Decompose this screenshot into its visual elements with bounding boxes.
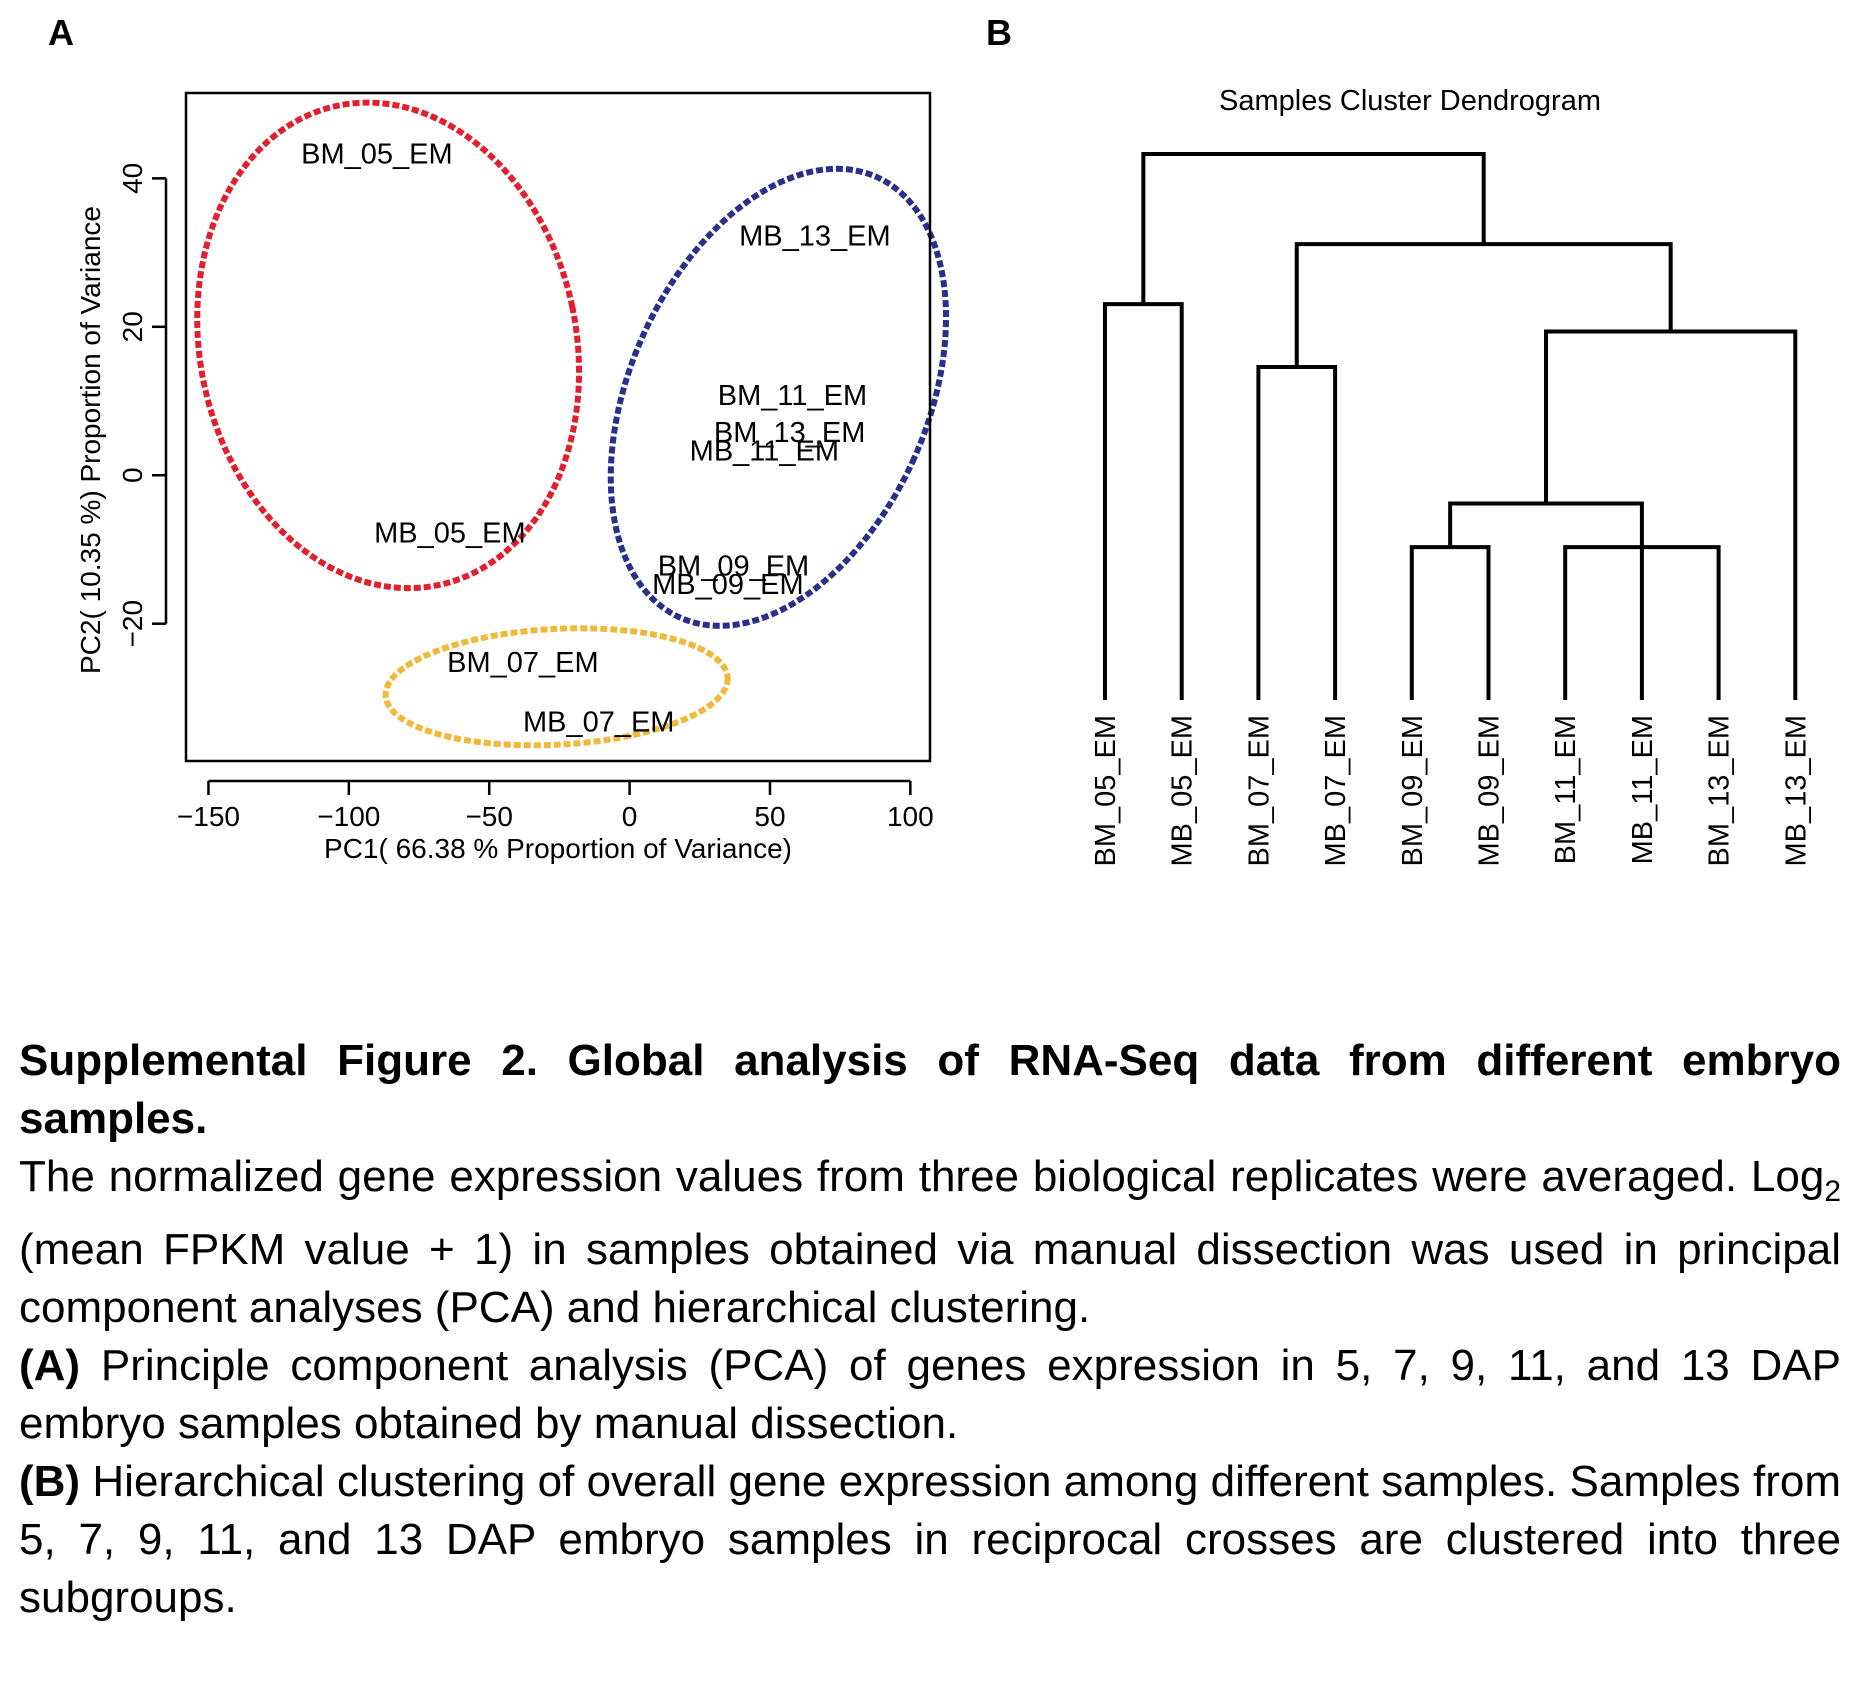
y-axis: −20 0 20 40 xyxy=(117,163,168,648)
point-label: BM_05_EM xyxy=(301,139,453,171)
cluster-ellipse-2 xyxy=(607,165,950,629)
point-label: BM_09_EM xyxy=(658,551,810,583)
dendrogram-branch xyxy=(1544,329,1798,700)
point-label: MB_13_EM xyxy=(739,220,891,252)
y-axis-title: PC2( 10.35 %) Proportion of Variance xyxy=(75,206,106,674)
cluster-ellipse-1 xyxy=(194,99,583,592)
leaf-label: MB_09_EM xyxy=(1474,715,1506,867)
leaf-label: BM_09_EM xyxy=(1397,715,1429,867)
leaf-label: MB_13_EM xyxy=(1780,715,1812,867)
caption-a-label: (A) xyxy=(19,1340,81,1390)
dendrogram-branch xyxy=(1448,501,1644,700)
dendrogram-branch xyxy=(1256,364,1338,700)
pca-plot: −150 −100 −50 0 50 100 −20 0 20 40 BM_05_EM MB_05… xyxy=(75,91,950,864)
panel-b-letter: B xyxy=(986,12,1012,53)
x-tick-label: −150 xyxy=(177,801,240,832)
cluster-ellipse-3 xyxy=(382,625,731,749)
cluster-ellipses xyxy=(194,99,950,749)
leaf-label: MB_05_EM xyxy=(1167,715,1199,867)
y-tick-label: 20 xyxy=(117,311,148,342)
dendrogram: Samples Cluster Dendrogram BM_05_EM MB_05… xyxy=(1090,85,1812,867)
point-label: BM_11_EM xyxy=(718,380,867,412)
caption-a-text: Principle component analysis (PCA) of ge… xyxy=(19,1340,1841,1448)
caption-b-label: (B) xyxy=(19,1456,81,1506)
leaf-label: BM_07_EM xyxy=(1243,715,1275,867)
caption-p1-text-b: (mean FPKM value + 1) in samples obtaine… xyxy=(19,1224,1841,1332)
point-label: MB_05_EM xyxy=(374,517,526,549)
x-tick-label: 100 xyxy=(887,801,934,832)
dendrogram-branch xyxy=(1294,242,1673,367)
leaf-label: BM_13_EM xyxy=(1704,715,1736,867)
caption-paragraph-1: The normalized gene expression values fr… xyxy=(19,1148,1841,1337)
x-axis-title: PC1( 66.38 % Proportion of Variance) xyxy=(324,833,792,864)
caption-paragraph-b: (B) Hierarchical clustering of overall g… xyxy=(19,1453,1841,1627)
leaf-label: MB_11_EM xyxy=(1627,715,1659,864)
x-tick-label: 0 xyxy=(622,801,638,832)
y-tick-label: −20 xyxy=(117,600,148,648)
point-label: BM_07_EM xyxy=(447,647,599,679)
dendrogram-branches xyxy=(1103,152,1798,700)
dendrogram-title: Samples Cluster Dendrogram xyxy=(1219,85,1601,117)
dendrogram-branch xyxy=(1103,302,1184,700)
plot-frame xyxy=(184,91,932,763)
dendrogram-branch xyxy=(1409,545,1491,700)
x-tick-label: −100 xyxy=(317,801,380,832)
caption-p1-text-a: The normalized gene expression values fr… xyxy=(19,1152,1825,1201)
caption-b-text: Hierarchical clustering of overall gene … xyxy=(19,1456,1841,1622)
caption-title: Supplemental Figure 2. Global analysis o… xyxy=(19,1036,1841,1143)
y-tick-label: 40 xyxy=(117,163,148,194)
leaf-label: MB_07_EM xyxy=(1320,715,1352,867)
x-tick-label: 50 xyxy=(754,801,785,832)
x-tick-label: −50 xyxy=(465,801,513,832)
leaf-label: BM_11_EM xyxy=(1550,715,1582,864)
point-labels: BM_05_EM MB_05_EM MB_13_EM BM_11_EM BM_13_EM… xyxy=(301,139,890,739)
point-label: MB_09_EM xyxy=(652,569,804,601)
point-label: BM_13_EM xyxy=(714,417,866,449)
caption-paragraph-a: (A) Principle component analysis (PCA) o… xyxy=(19,1337,1841,1453)
point-label: MB_07_EM xyxy=(523,707,675,739)
figure: A B −150 −100 −50 0 50 100 −20 0 20 40 BM_05_EM M… xyxy=(48,12,1812,867)
figure-caption: Supplemental Figure 2. Global analysis o… xyxy=(19,1032,1841,1627)
y-tick-label: 0 xyxy=(117,467,148,483)
x-axis: −150 −100 −50 0 50 100 xyxy=(177,779,934,832)
leaf-label: BM_05_EM xyxy=(1090,715,1122,867)
point-label: MB_11_EM xyxy=(690,436,839,468)
dendrogram-branch xyxy=(1141,152,1486,305)
dendrogram-leaf-labels: BM_05_EM MB_05_EM BM_07_EM MB_07_EM BM_09_EM… xyxy=(1090,715,1812,867)
caption-subscript: 2 xyxy=(1824,1174,1841,1208)
panel-a-letter: A xyxy=(48,12,74,53)
